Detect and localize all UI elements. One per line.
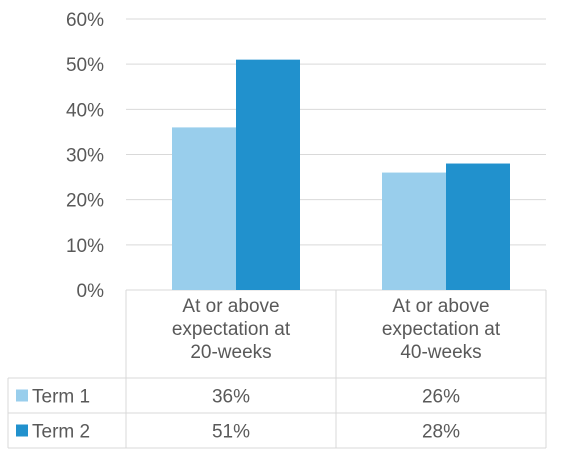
legend-key-term-2 <box>16 424 28 437</box>
x-category-label: At or above expectation at 20-weeks <box>172 296 291 363</box>
data-value-label: 36% <box>212 387 250 408</box>
series-name-label: Term 1 <box>32 387 90 408</box>
y-tick-label: 20% <box>66 191 104 212</box>
bar-term-1 <box>382 172 446 290</box>
y-axis-tick-labels: 0% 10% 20% 30% 40% 50% 60% <box>66 10 104 302</box>
y-tick-label: 30% <box>66 146 104 167</box>
x-category-label-line: 40-weeks <box>400 342 481 363</box>
data-value-label: 51% <box>212 422 250 443</box>
bar-term-2 <box>446 163 510 290</box>
x-category-label-line: expectation at <box>172 319 291 340</box>
x-category-label-line: expectation at <box>382 319 501 340</box>
y-tick-label: 40% <box>66 100 104 121</box>
y-tick-label: 60% <box>66 10 104 31</box>
x-category-label-line: At or above <box>392 296 489 317</box>
x-category-label-line: 20-weeks <box>190 342 271 363</box>
series-name-label: Term 2 <box>32 422 90 443</box>
y-tick-label: 50% <box>66 55 104 76</box>
legend-key-term-1 <box>16 389 28 402</box>
data-value-label: 26% <box>422 387 460 408</box>
bars <box>172 59 510 291</box>
y-tick-label: 10% <box>66 236 104 257</box>
data-value-label: 28% <box>422 422 460 443</box>
x-category-label-line: At or above <box>182 296 279 317</box>
y-tick-label: 0% <box>77 281 105 302</box>
x-category-label: At or above expectation at 40-weeks <box>382 296 501 363</box>
bar-term-2 <box>236 59 300 291</box>
bar-term-1 <box>172 127 236 291</box>
